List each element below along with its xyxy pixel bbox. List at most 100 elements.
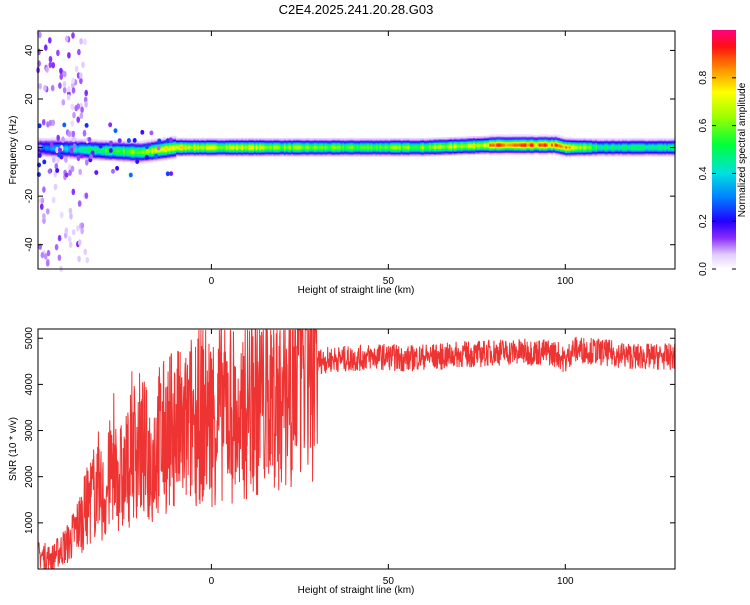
heatmap-cell [232, 146, 236, 149]
heatmap-cell [324, 139, 328, 141]
heatmap-cell [161, 154, 165, 157]
heatmap-cell [225, 139, 228, 141]
heatmap-cell [421, 141, 425, 144]
heatmap-cell [545, 140, 549, 143]
heatmap-cell [480, 145, 483, 148]
heatmap-cell [372, 143, 375, 146]
heatmap-cell [62, 145, 66, 147]
heatmap-cell [200, 142, 204, 145]
heatmap-cell [305, 154, 308, 157]
heatmap-cell [418, 141, 421, 144]
heatmap-cell [121, 144, 124, 147]
heatmap-cell [62, 152, 66, 155]
heatmap-cell [478, 140, 481, 143]
heatmap-cell [437, 144, 441, 147]
heatmap-cell [517, 146, 520, 149]
heatmap-cell [462, 149, 466, 152]
heatmap-cell [207, 151, 211, 154]
heatmap-cell [266, 153, 269, 156]
heatmap-cell [45, 139, 48, 142]
heatmap-cell [135, 149, 138, 152]
heatmap-cell [48, 148, 51, 150]
heatmap-cell [503, 153, 506, 156]
heatmap-cell [43, 151, 46, 154]
heatmap-cell [144, 142, 147, 145]
heatmap-cell [545, 145, 549, 147]
heatmap-cell [448, 154, 451, 156]
heatmap-cell [324, 141, 328, 144]
heatmap-cell [161, 149, 165, 152]
heatmap-cell [407, 153, 411, 156]
heatmap-cell [289, 141, 292, 144]
heatmap-cell [172, 150, 175, 153]
heatmap-cell [427, 146, 430, 149]
heatmap-cell [177, 151, 181, 154]
heatmap-cell [216, 139, 220, 141]
heatmap-cell [384, 152, 388, 155]
heatmap-cell [294, 145, 297, 147]
heatmap-cell [590, 151, 593, 154]
heatmap-cell [436, 139, 439, 142]
heatmap-cell [535, 142, 538, 145]
heatmap-cell [563, 152, 566, 154]
heatmap-cell [547, 152, 550, 155]
heatmap-cell [480, 141, 483, 144]
heatmap-cell [471, 149, 474, 152]
heatmap-cell [333, 153, 336, 156]
heatmap-cell [517, 152, 520, 155]
heatmap-cell [282, 153, 285, 156]
heatmap-cell [287, 137, 290, 140]
heatmap-cell [466, 152, 469, 154]
heatmap-cell [213, 152, 216, 155]
heatmap-cell [206, 150, 209, 152]
heatmap-cell [197, 142, 200, 145]
heatmap-cell [248, 141, 251, 144]
heatmap-cell [324, 150, 328, 152]
heatmap-cell [437, 139, 441, 142]
heatmap-cell [572, 147, 575, 150]
heatmap-cell [168, 157, 172, 159]
heatmap-cell [80, 143, 83, 146]
heatmap-cell [374, 139, 377, 141]
heatmap-cell [271, 139, 274, 141]
heatmap-cell [283, 142, 287, 145]
heatmap-cell [337, 154, 340, 157]
heatmap-cell [397, 153, 400, 156]
heatmap-cell [237, 137, 241, 140]
heatmap-cell [130, 139, 133, 142]
heatmap-cell [467, 136, 471, 139]
heatmap-cell [299, 147, 303, 150]
heatmap-cell [303, 152, 306, 155]
heatmap-cell [391, 141, 395, 144]
heatmap-cell [301, 151, 305, 154]
heatmap-cell [528, 152, 531, 155]
heatmap-cell [78, 138, 82, 141]
heatmap-cell [568, 139, 572, 141]
heatmap-cell [407, 145, 411, 147]
heatmap-cell [452, 152, 455, 155]
heatmap-cell [441, 146, 444, 149]
heatmap-cell [503, 137, 506, 140]
heatmap-cell [315, 154, 319, 157]
heatmap-cell [475, 153, 478, 155]
heatmap-cell [554, 148, 558, 151]
heatmap-cell [105, 139, 108, 142]
heatmap-cell [453, 141, 457, 144]
heatmap-cell [121, 158, 124, 161]
heatmap-cell [236, 148, 239, 151]
heatmap-cell [85, 153, 89, 156]
heatmap-cell [554, 147, 558, 150]
heatmap-cell [82, 139, 85, 142]
heatmap-cell [91, 146, 94, 149]
heatmap-cell [248, 137, 251, 140]
heatmap-cell [444, 141, 448, 144]
heatmap-cell [579, 151, 582, 154]
heatmap-cell [82, 146, 85, 148]
heatmap-cell [321, 154, 324, 157]
heatmap-cell [503, 145, 506, 147]
heatmap-cell [186, 152, 189, 155]
heatmap-cell [98, 152, 101, 155]
heatmap-cell [386, 153, 389, 156]
heatmap-cell [303, 140, 306, 143]
heatmap-cell [533, 151, 536, 154]
